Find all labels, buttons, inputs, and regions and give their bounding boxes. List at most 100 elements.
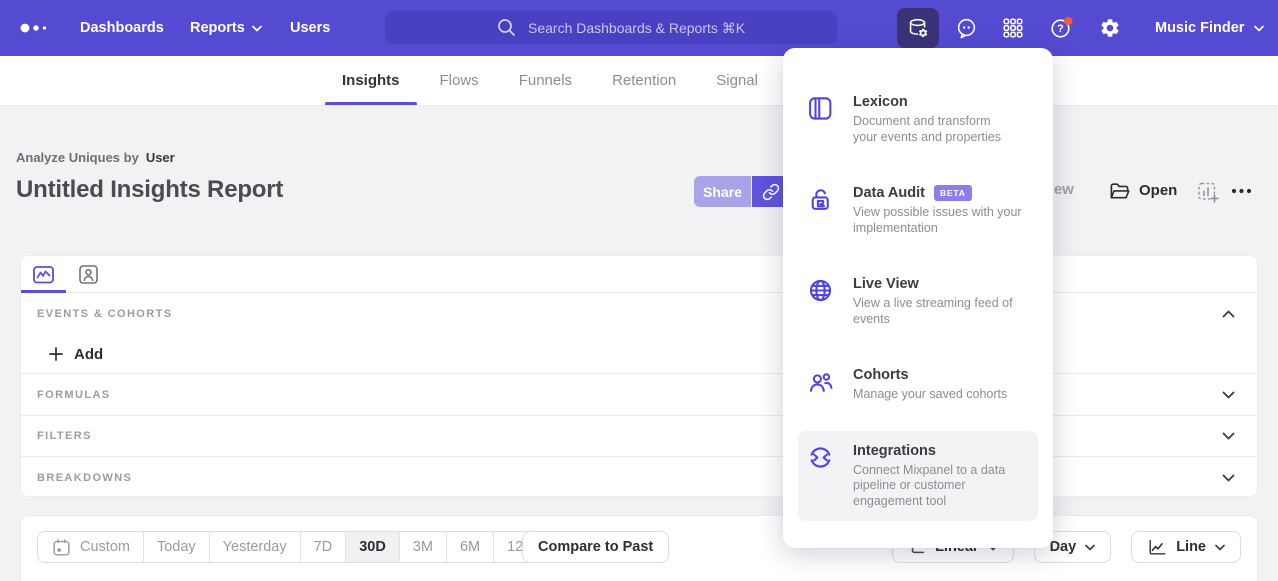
interval-label: Day: [1049, 539, 1077, 555]
section-label: FORMULAS: [37, 388, 111, 401]
menu-item-text: Cohorts Manage your saved cohorts: [853, 367, 1029, 403]
breadcrumb: Analyze Uniques by User: [16, 150, 175, 165]
range-30d[interactable]: 30D: [346, 532, 400, 562]
feedback-icon[interactable]: [945, 8, 987, 48]
tab-funnels[interactable]: Funnels: [518, 72, 573, 89]
range-label: Today: [156, 539, 196, 555]
copy-link-button[interactable]: [752, 176, 789, 207]
integrations-icon: [807, 443, 834, 510]
range-label: 7D: [313, 539, 333, 555]
menu-item-lexicon[interactable]: Lexicon Document and transform your even…: [798, 82, 1038, 157]
search-input[interactable]: [385, 11, 837, 44]
chevron-down-icon: [1222, 474, 1235, 481]
menu-item-data-audit[interactable]: Data Audit BETA View possible issues wit…: [798, 173, 1038, 248]
report-tabbar: Insights Flows Funnels Retention Signal …: [0, 56, 1278, 106]
chevron-up-icon: [1222, 310, 1235, 318]
menu-item-title: Integrations: [853, 442, 936, 459]
add-to-dashboard-icon[interactable]: [1196, 180, 1219, 203]
profiles-view-tab[interactable]: [66, 256, 111, 292]
compare-to-past-button[interactable]: Compare to Past: [522, 531, 670, 563]
range-label: Yesterday: [222, 539, 287, 555]
menu-item-title: Live View: [853, 276, 919, 292]
menu-item-text: Data Audit BETA View possible issues wit…: [853, 185, 1029, 236]
live-view-icon: [807, 276, 834, 327]
axis-icon: [911, 540, 925, 554]
tab-signal[interactable]: Signal: [716, 72, 758, 89]
tab-retention[interactable]: Retention: [612, 72, 677, 89]
menu-item-text: Lexicon Document and transform your even…: [853, 94, 1029, 145]
person-tab-icon: [79, 264, 98, 284]
range-label: Custom: [80, 539, 130, 555]
menu-item-integrations[interactable]: Integrations Connect Mixpanel to a data …: [798, 430, 1038, 521]
tab-insights[interactable]: Insights: [325, 56, 417, 105]
menu-item-desc: View a live streaming feed of events: [853, 296, 1013, 326]
share-button[interactable]: Share: [694, 176, 751, 207]
menu-item-text: Live View View a live streaming feed of …: [853, 276, 1029, 327]
nav-users[interactable]: Users: [290, 0, 330, 56]
section-formulas[interactable]: FORMULAS: [21, 373, 1257, 415]
add-button-label: Add: [74, 345, 104, 363]
help-icon[interactable]: ?: [1041, 8, 1083, 48]
range-3m[interactable]: 3M: [400, 532, 447, 562]
share-split-button: Share: [694, 176, 789, 207]
add-event-button[interactable]: Add: [21, 335, 1257, 373]
menu-item-live-view[interactable]: Live View View a live streaming feed of …: [798, 264, 1038, 339]
nav-users-label: Users: [290, 20, 331, 36]
open-button-label: Open: [1139, 182, 1178, 199]
nav-dashboards[interactable]: Dashboards: [80, 0, 164, 56]
nav-dashboards-label: Dashboards: [80, 20, 164, 36]
chevron-down-icon: [1254, 25, 1265, 31]
range-today[interactable]: Today: [144, 532, 210, 562]
tab-flows[interactable]: Flows: [439, 72, 479, 89]
section-filters[interactable]: FILTERS: [21, 415, 1257, 456]
more-options-icon[interactable]: [1230, 187, 1253, 195]
section-label: BREAKDOWNS: [37, 471, 133, 484]
section-label: FILTERS: [37, 430, 92, 442]
breadcrumb-prefix: Analyze Uniques by: [16, 150, 139, 165]
mixpanel-logo-icon[interactable]: [20, 22, 54, 34]
project-switcher[interactable]: Music Finder: [1155, 0, 1265, 56]
menu-item-desc: Manage your saved cohorts: [853, 387, 1008, 401]
data-management-menu: Lexicon Document and transform your even…: [783, 48, 1053, 548]
top-nav: Dashboards Reports Users: [0, 0, 1278, 56]
menu-item-text: Integrations Connect Mixpanel to a data …: [853, 443, 1029, 510]
chevron-down-icon: [1222, 391, 1235, 398]
cohorts-icon: [807, 367, 834, 403]
plus-icon: [49, 347, 63, 361]
query-builder-panel: EVENTS & COHORTS Add FORMULAS FILTERS BR…: [20, 255, 1258, 497]
settings-gear-icon[interactable]: [1089, 8, 1131, 48]
metrics-view-tab[interactable]: [21, 256, 66, 293]
range-label: 30D: [359, 539, 386, 555]
menu-item-desc: Document and transform your events and p…: [853, 114, 1002, 144]
svg-text:?: ?: [1057, 23, 1064, 35]
line-chart-icon: [1149, 539, 1166, 555]
range-7d[interactable]: 7D: [301, 532, 347, 562]
page-title: Untitled Insights Report: [16, 176, 284, 203]
chart-type-label: Line: [1176, 539, 1206, 555]
menu-item-cohorts[interactable]: Cohorts Manage your saved cohorts: [798, 355, 1038, 415]
apps-grid-icon[interactable]: [992, 8, 1034, 48]
data-audit-icon: [807, 185, 834, 236]
nav-reports[interactable]: Reports: [190, 0, 262, 56]
chart-toolbar: Custom Today Yesterday 7D 30D 3M 6M 12M …: [20, 515, 1258, 581]
range-label: 3M: [412, 539, 433, 555]
range-custom[interactable]: Custom: [38, 532, 144, 562]
lexicon-icon: [807, 94, 834, 145]
beta-badge: BETA: [933, 185, 972, 201]
range-yesterday[interactable]: Yesterday: [210, 532, 301, 562]
menu-item-desc: View possible issues with your implement…: [853, 205, 1022, 235]
builder-view-tabs: [21, 256, 1257, 293]
date-range-control: Custom Today Yesterday 7D 30D 3M 6M 12M: [37, 531, 550, 563]
breadcrumb-entity[interactable]: User: [145, 150, 175, 165]
section-breakdowns[interactable]: BREAKDOWNS: [21, 456, 1257, 498]
global-search: [385, 11, 837, 44]
chart-type-dropdown[interactable]: Line: [1131, 531, 1241, 563]
section-events-cohorts[interactable]: EVENTS & COHORTS: [21, 293, 1257, 335]
data-management-icon[interactable]: [897, 8, 939, 48]
calendar-icon: [53, 538, 70, 556]
range-6m[interactable]: 6M: [447, 532, 495, 562]
menu-item-desc: Connect Mixpanel to a data pipeline or c…: [853, 462, 1006, 508]
project-name: Music Finder: [1155, 20, 1245, 36]
open-report-button[interactable]: Open: [1108, 180, 1177, 201]
